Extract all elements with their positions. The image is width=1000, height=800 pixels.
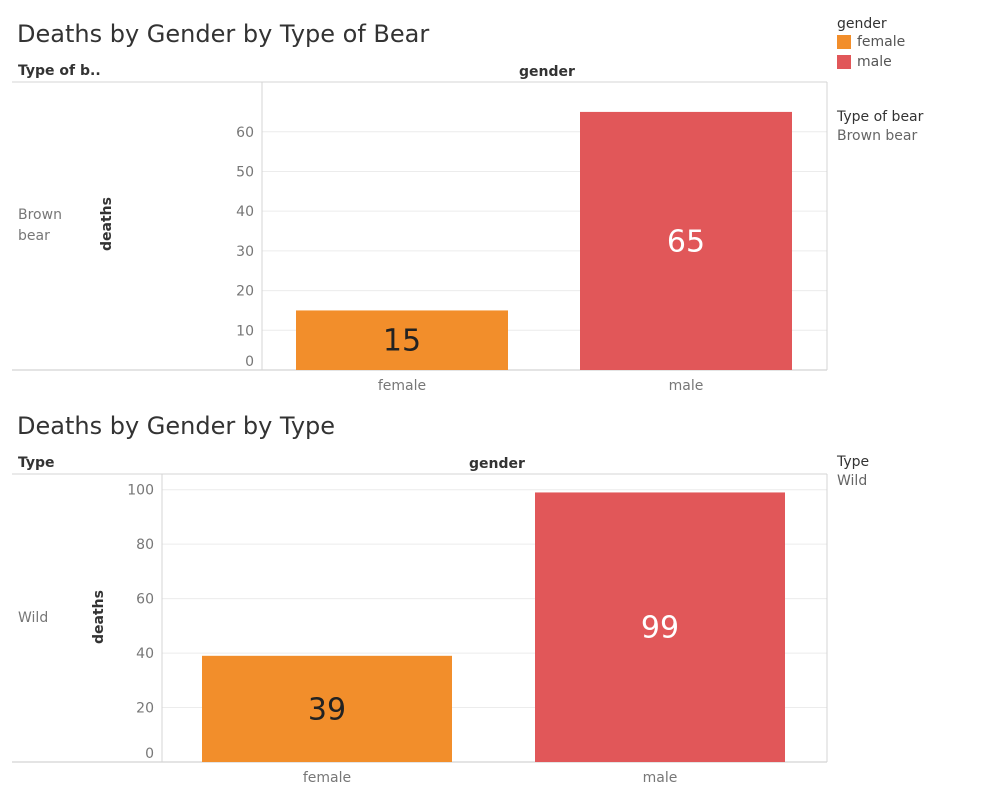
y-tick-label: 100 — [127, 483, 154, 499]
chart1-title: Deaths by Gender by Type of Bear — [17, 20, 430, 48]
chart1-row-header[interactable]: Type of b.. — [18, 63, 101, 79]
legend-item-female[interactable]: female — [837, 32, 905, 52]
filter-type-of-bear-value[interactable]: Brown bear — [837, 128, 918, 144]
bar-female — [296, 310, 508, 370]
legend-title: gender — [837, 16, 887, 32]
chart2-plot: 0 20 40 60 80 100 deaths 39 female 99 male — [12, 473, 828, 786]
legend-item-male[interactable]: male — [837, 52, 905, 72]
legend-swatch-female — [837, 35, 851, 49]
filter-type-title: Type — [837, 454, 870, 470]
filter-type-of-bear-title: Type of bear — [837, 109, 924, 125]
y-tick-label: 10 — [236, 323, 254, 339]
y-axis-label: deaths — [91, 590, 107, 644]
data-label-female: 39 — [308, 692, 346, 727]
bar-female — [202, 655, 452, 762]
filter-type-of-bear[interactable]: Type of bear Brown bear — [837, 109, 923, 144]
y-tick-label: 0 — [245, 354, 254, 370]
chart1-column-header[interactable]: gender — [519, 64, 575, 80]
chart2-title: Deaths by Gender by Type — [17, 412, 336, 440]
legend-label-male: male — [857, 54, 892, 70]
bar-male — [580, 111, 792, 370]
y-tick-label: 40 — [236, 204, 254, 220]
color-legend: gender female male — [837, 16, 905, 72]
filter-type-value[interactable]: Wild — [837, 473, 868, 489]
y-tick-label: 60 — [236, 125, 254, 141]
data-label-female: 15 — [383, 324, 421, 359]
y-tick-label: 40 — [136, 646, 154, 662]
data-label-male: 65 — [667, 224, 705, 259]
legend-swatch-male — [837, 55, 851, 69]
x-tick-label-female: female — [378, 378, 426, 394]
y-tick-label: 30 — [236, 244, 254, 260]
x-tick-label-male: male — [643, 770, 678, 786]
y-tick-label: 50 — [236, 164, 254, 180]
y-tick-label: 0 — [145, 746, 154, 762]
x-tick-label-male: male — [669, 378, 704, 394]
y-tick-label: 60 — [136, 592, 154, 608]
chart1-row-label: Brown bear — [18, 207, 62, 244]
y-tick-label: 20 — [136, 701, 154, 717]
filter-type[interactable]: Type Wild — [837, 454, 869, 489]
y-tick-label: 80 — [136, 537, 154, 553]
y-axis-label: deaths — [99, 197, 115, 251]
chart1-plot: 0 10 20 30 40 50 60 deaths 15 female 65 male — [12, 81, 828, 394]
y-tick-label: 20 — [236, 284, 254, 300]
chart2-row-label: Wild — [18, 610, 49, 626]
x-tick-label-female: female — [303, 770, 351, 786]
chart2-row-header[interactable]: Type — [18, 455, 55, 471]
data-label-male: 99 — [641, 611, 679, 646]
legend-label-female: female — [857, 34, 906, 50]
chart2-column-header[interactable]: gender — [469, 456, 525, 472]
bar-male — [535, 492, 785, 762]
